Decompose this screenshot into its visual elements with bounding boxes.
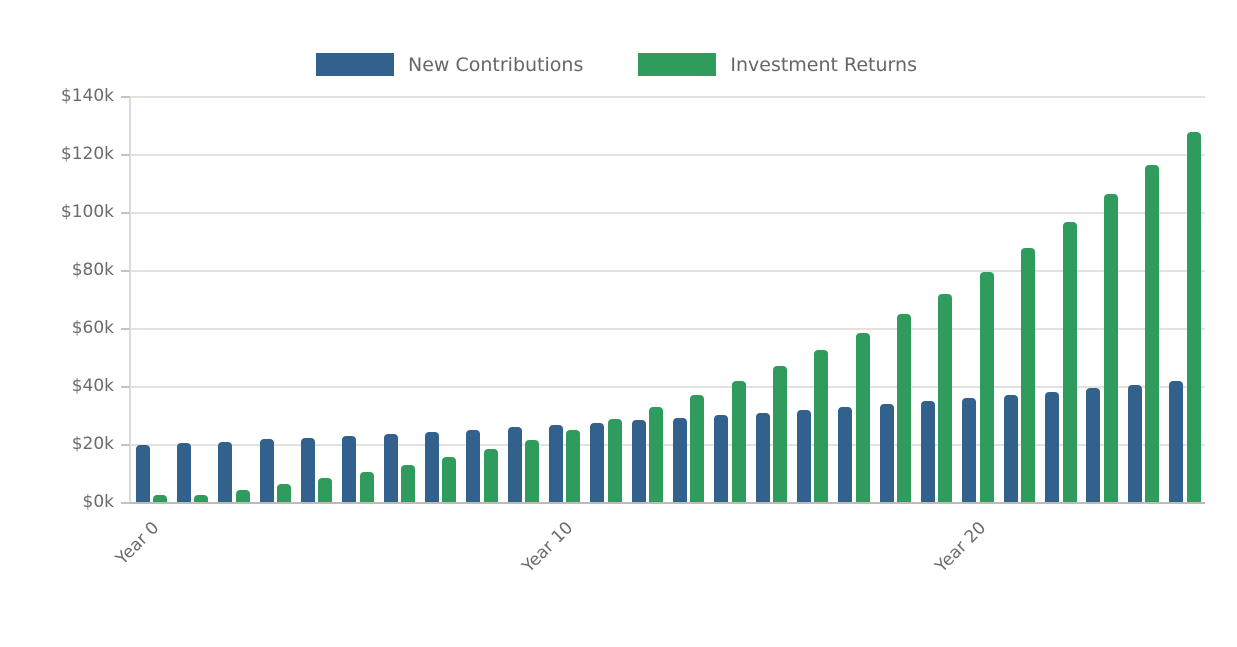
bar-investment-returns-year-25[interactable]: [1186, 132, 1201, 503]
bar-investment-returns-year-8[interactable]: [483, 448, 498, 503]
y-axis-tick-mark: [121, 212, 130, 214]
bar-investment-returns-year-3[interactable]: [276, 484, 291, 503]
x-axis-line: [130, 502, 1205, 504]
bar-investment-returns-year-19[interactable]: [938, 293, 953, 503]
y-axis-tick-label: $60k: [71, 318, 114, 338]
legend-swatch-investment-returns: [638, 53, 717, 76]
y-axis-tick-label: $40k: [71, 376, 114, 396]
bar-investment-returns-year-11[interactable]: [607, 419, 622, 503]
y-axis-tick-mark: [121, 386, 130, 388]
bar-investment-returns-year-13[interactable]: [690, 394, 705, 503]
bar-investment-returns-year-1[interactable]: [194, 494, 209, 503]
bar-investment-returns-year-10[interactable]: [566, 429, 581, 503]
bar-investment-returns-year-14[interactable]: [731, 381, 746, 503]
y-axis-tick-mark: [121, 502, 130, 504]
bar-new-contributions-year-11[interactable]: [590, 422, 605, 503]
y-axis-tick-label: $100k: [60, 202, 114, 222]
chart-legend: New Contributions Investment Returns: [316, 53, 917, 76]
bar-investment-returns-year-12[interactable]: [649, 407, 664, 503]
bar-investment-returns-year-4[interactable]: [318, 478, 333, 503]
bar-new-contributions-year-3[interactable]: [259, 439, 274, 503]
legend-item-investment-returns[interactable]: Investment Returns: [638, 53, 917, 76]
gridline: [130, 154, 1205, 156]
y-axis-tick-mark: [121, 154, 130, 156]
bar-new-contributions-year-14[interactable]: [714, 415, 729, 503]
bar-new-contributions-year-2[interactable]: [218, 441, 233, 503]
y-axis-tick-mark: [121, 96, 130, 98]
bar-investment-returns-year-9[interactable]: [525, 439, 539, 503]
bar-new-contributions-year-1[interactable]: [176, 443, 191, 503]
bar-new-contributions-year-21[interactable]: [1003, 395, 1018, 503]
bar-investment-returns-year-23[interactable]: [1103, 194, 1118, 503]
bar-investment-returns-year-24[interactable]: [1145, 164, 1160, 503]
y-axis-tick-label: $80k: [71, 260, 114, 280]
legend-label-new-contributions: New Contributions: [408, 53, 584, 76]
bar-new-contributions-year-4[interactable]: [300, 437, 315, 503]
y-axis-tick-label: $0k: [82, 492, 114, 512]
bar-new-contributions-year-25[interactable]: [1169, 381, 1184, 503]
gridline: [130, 96, 1205, 98]
x-axis-tick-label: Year 20: [931, 518, 991, 577]
y-axis-tick-label: $120k: [60, 144, 114, 164]
bar-new-contributions-year-18[interactable]: [879, 404, 894, 503]
bar-new-contributions-year-23[interactable]: [1086, 388, 1101, 503]
bar-investment-returns-year-16[interactable]: [814, 350, 829, 503]
bar-new-contributions-year-7[interactable]: [424, 431, 439, 503]
gridline: [130, 270, 1205, 272]
bar-new-contributions-year-12[interactable]: [631, 420, 646, 503]
y-axis-tick-mark: [121, 328, 130, 330]
legend-label-investment-returns: Investment Returns: [730, 53, 917, 76]
gridline: [130, 328, 1205, 330]
y-axis-tick-label: $140k: [60, 86, 114, 106]
bar-new-contributions-year-9[interactable]: [507, 427, 522, 503]
bar-investment-returns-year-15[interactable]: [773, 366, 788, 503]
x-axis-tick-label: Year 10: [518, 518, 578, 577]
bar-new-contributions-year-5[interactable]: [342, 435, 357, 503]
bar-investment-returns-year-7[interactable]: [442, 457, 457, 503]
bar-new-contributions-year-16[interactable]: [797, 409, 812, 503]
bar-new-contributions-year-22[interactable]: [1045, 391, 1060, 503]
x-axis-tick-label: Year 0: [112, 518, 164, 570]
bar-new-contributions-year-13[interactable]: [673, 417, 687, 503]
bar-new-contributions-year-0[interactable]: [135, 445, 150, 503]
gridline: [130, 212, 1205, 214]
bar-investment-returns-year-22[interactable]: [1062, 221, 1077, 503]
gridline: [130, 386, 1205, 388]
bar-new-contributions-year-8[interactable]: [466, 429, 481, 503]
bar-new-contributions-year-10[interactable]: [548, 424, 563, 503]
bar-investment-returns-year-18[interactable]: [897, 313, 912, 503]
bar-investment-returns-year-17[interactable]: [855, 332, 870, 503]
y-axis-tick-mark: [121, 270, 130, 272]
bar-new-contributions-year-20[interactable]: [962, 398, 977, 503]
bar-new-contributions-year-17[interactable]: [838, 407, 853, 503]
bar-investment-returns-year-20[interactable]: [979, 271, 994, 503]
bar-investment-returns-year-5[interactable]: [359, 471, 374, 503]
legend-swatch-new-contributions: [316, 53, 394, 76]
bar-investment-returns-year-6[interactable]: [400, 464, 415, 503]
bar-new-contributions-year-6[interactable]: [383, 433, 398, 503]
bar-new-contributions-year-19[interactable]: [921, 401, 936, 503]
bar-investment-returns-year-2[interactable]: [235, 489, 250, 503]
bar-investment-returns-year-21[interactable]: [1021, 247, 1036, 503]
y-axis-tick-mark: [121, 444, 130, 446]
y-axis-tick-label: $20k: [71, 434, 114, 454]
gridline: [130, 444, 1205, 446]
y-axis-line: [129, 97, 131, 503]
bar-new-contributions-year-24[interactable]: [1127, 385, 1142, 503]
bar-new-contributions-year-15[interactable]: [755, 412, 770, 503]
bar-investment-returns-year-0[interactable]: [152, 494, 167, 503]
legend-item-new-contributions[interactable]: New Contributions: [316, 53, 583, 76]
